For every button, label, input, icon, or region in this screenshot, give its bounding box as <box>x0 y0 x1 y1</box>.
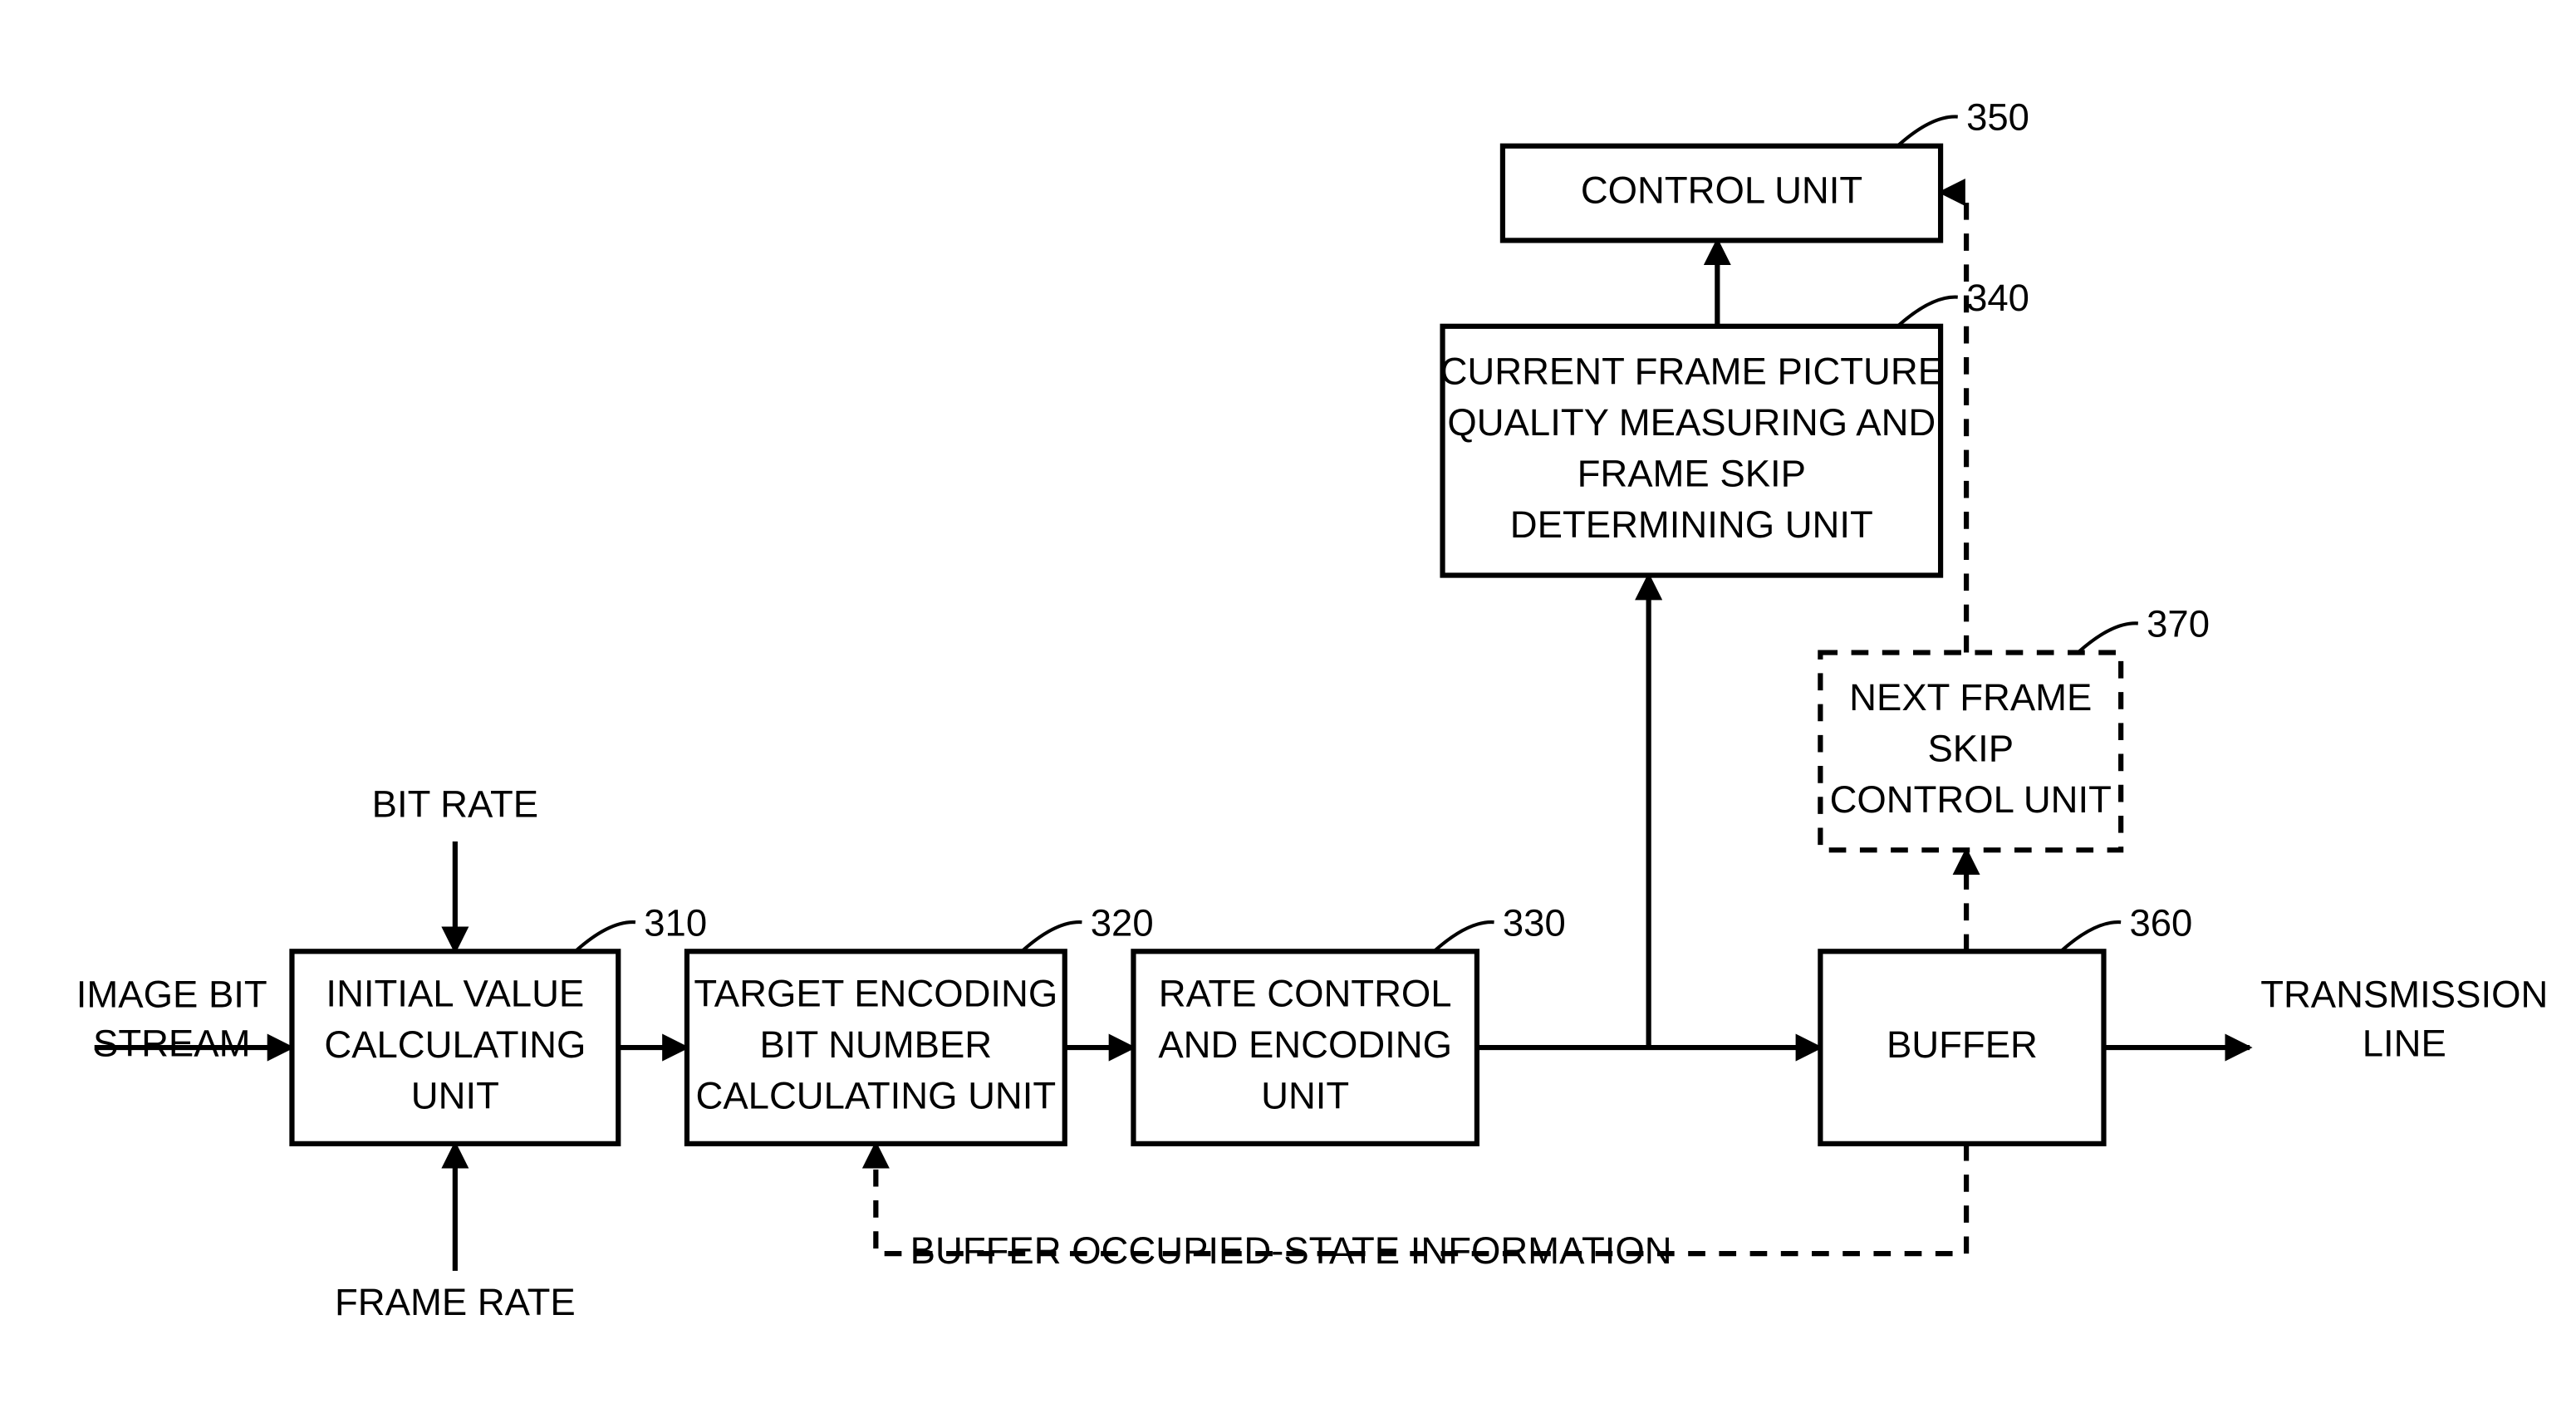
node-n340: 340 CURRENT FRAME PICTURE QUALITY MEASURIN… <box>1440 277 2029 576</box>
label-n330-l1: AND ENCODING <box>1158 1023 1452 1066</box>
ref-310: 310 <box>644 901 707 944</box>
label-n310-l0: INITIAL VALUE <box>326 973 584 1015</box>
node-n330: 330 RATE CONTROL AND ENCODING UNIT <box>1133 901 1565 1144</box>
label-n330-l2: UNIT <box>1261 1074 1349 1116</box>
label-transmission-line-l1: LINE <box>2363 1023 2446 1065</box>
edge-e_370_350 <box>1941 193 1966 653</box>
ref-360: 360 <box>2129 901 2192 944</box>
ref-330: 330 <box>1503 901 1566 944</box>
node-n350: 350 CONTROL UNIT <box>1503 96 2029 241</box>
label-n360-l0: BUFFER <box>1887 1023 2038 1066</box>
label-n340-l3: DETERMINING UNIT <box>1510 503 1873 546</box>
node-n370: 370 NEXT FRAME SKIP CONTROL UNIT <box>1820 603 2210 851</box>
label-n310-l2: UNIT <box>411 1074 499 1116</box>
label-n340-l1: QUALITY MEASURING AND <box>1447 401 1936 444</box>
label-n370-l1: SKIP <box>1927 727 2014 769</box>
ref-350: 350 <box>1966 96 2029 139</box>
label-n320-l0: TARGET ENCODING <box>694 973 1057 1015</box>
label-n370-l0: NEXT FRAME <box>1849 676 2092 719</box>
flowchart-svg: 310 INITIAL VALUE CALCULATING UNIT 320 TARGET… <box>0 0 2576 1408</box>
label-image-bit-stream-l0: IMAGE BIT <box>76 974 267 1016</box>
label-transmission-line-l0: TRANSMISSION <box>2260 974 2548 1016</box>
ref-320: 320 <box>1091 901 1154 944</box>
label-n340-l0: CURRENT FRAME PICTURE <box>1440 351 1943 393</box>
ref-340: 340 <box>1966 277 2029 319</box>
label-image-bit-stream-l1: STREAM <box>93 1023 250 1065</box>
ref-370: 370 <box>2147 603 2210 645</box>
label-n320-l2: CALCULATING UNIT <box>695 1074 1056 1116</box>
label-bit-rate-l0: BIT RATE <box>372 783 538 826</box>
node-n310: 310 INITIAL VALUE CALCULATING UNIT <box>292 901 707 1144</box>
node-n360: 360 BUFFER <box>1820 901 2192 1144</box>
label-frame-rate-l0: FRAME RATE <box>335 1281 576 1323</box>
label-buffer-feedback: BUFFER OCCUPIED-STATE INFORMATION <box>910 1229 1672 1272</box>
label-n350-l0: CONTROL UNIT <box>1581 169 1862 212</box>
label-n340-l2: FRAME SKIP <box>1577 452 1806 494</box>
label-n310-l1: CALCULATING <box>324 1023 586 1066</box>
label-n330-l0: RATE CONTROL <box>1159 973 1452 1015</box>
node-n320: 320 TARGET ENCODING BIT NUMBER CALCULATING … <box>687 901 1154 1144</box>
label-n370-l2: CONTROL UNIT <box>1830 778 2112 821</box>
label-n320-l1: BIT NUMBER <box>760 1023 993 1066</box>
